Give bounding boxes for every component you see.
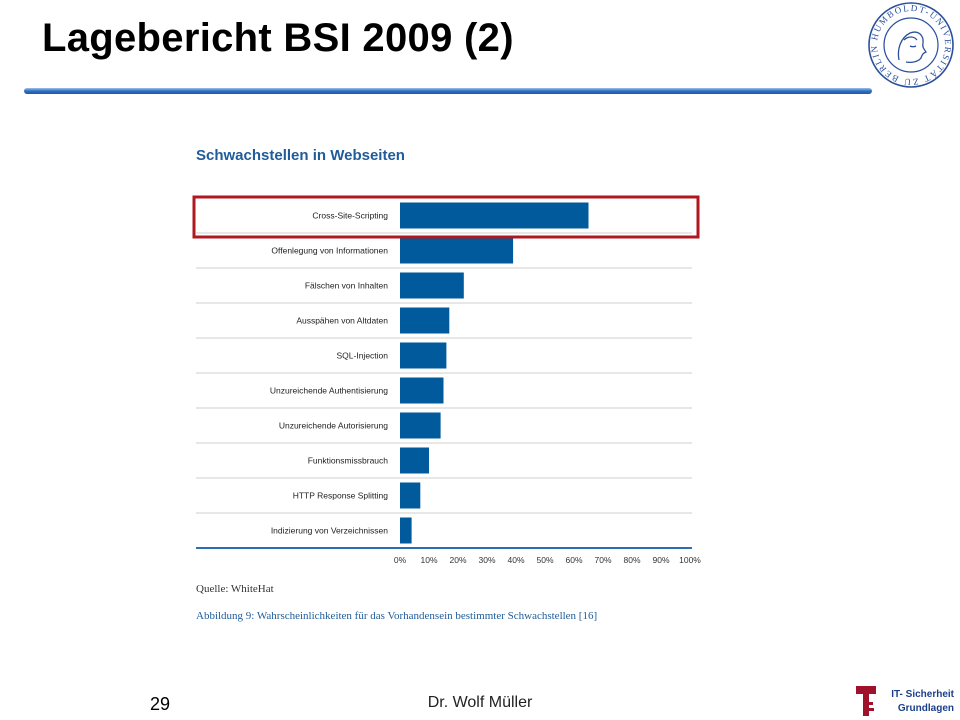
- chart-caption: Abbildung 9: Wahrscheinlichkeiten für da…: [196, 610, 597, 622]
- slide-title: Lagebericht BSI 2009 (2): [42, 16, 514, 60]
- course-title-line2: Grundlagen: [897, 703, 954, 714]
- x-tick-label: 70%: [594, 555, 611, 565]
- category-label: Ausspähen von Altdaten: [296, 316, 388, 326]
- bar: [400, 237, 514, 264]
- x-tick-label: 60%: [565, 555, 582, 565]
- chart-source: Quelle: WhiteHat: [196, 583, 274, 595]
- course-logo: IT- Sicherheit Grundlagen: [852, 686, 958, 718]
- course-title-line1: IT- Sicherheit: [891, 689, 954, 700]
- category-label: Unzureichende Authentisierung: [270, 386, 388, 396]
- bar: [400, 272, 464, 299]
- category-label: Cross-Site-Scripting: [312, 211, 388, 221]
- bar: [400, 377, 444, 404]
- bar: [400, 307, 450, 334]
- category-label: Offenlegung von Informationen: [271, 246, 388, 256]
- title-rule: [24, 88, 872, 94]
- chart-title: Schwachstellen in Webseiten: [196, 147, 405, 164]
- portrait-icon: [897, 31, 928, 64]
- x-axis-ticks: 0% 10% 20% 30% 40% 50% 60% 70% 80% 90% 100%: [394, 555, 701, 565]
- bar: [400, 517, 412, 544]
- bar: [400, 202, 589, 229]
- author-name: Dr. Wolf Müller: [427, 694, 533, 711]
- bar: [400, 482, 421, 509]
- category-label: Funktionsmissbrauch: [308, 456, 389, 466]
- bar: [400, 412, 441, 439]
- x-tick-label: 20%: [449, 555, 466, 565]
- x-tick-label: 80%: [623, 555, 640, 565]
- x-tick-label: 90%: [652, 555, 669, 565]
- x-tick-label: 40%: [507, 555, 524, 565]
- category-label: Fälschen von Inhalten: [305, 281, 388, 291]
- category-label: Indizierung von Verzeichnissen: [271, 526, 388, 536]
- x-tick-label: 100%: [679, 555, 701, 565]
- x-tick-label: 30%: [478, 555, 495, 565]
- chart: Schwachstellen in Webseiten Cross-Site-S…: [192, 147, 701, 622]
- x-tick-label: 10%: [420, 555, 437, 565]
- chart-rows: Cross-Site-Scripting Offenlegung von Info…: [196, 202, 692, 544]
- page-number: 29: [149, 694, 171, 714]
- t-key-icon: [856, 686, 876, 716]
- highlight-box: [192, 195, 700, 239]
- category-label: HTTP Response Splitting: [293, 491, 389, 501]
- category-label: Unzureichende Autorisierung: [279, 421, 388, 431]
- university-seal-icon: HUMBOLDT-UNIVERSITÄT ZU BERLIN: [868, 2, 954, 88]
- x-tick-label: 50%: [536, 555, 553, 565]
- bar: [400, 447, 429, 474]
- bar: [400, 342, 447, 369]
- category-label: SQL-Injection: [337, 351, 389, 361]
- x-tick-label: 0%: [394, 555, 407, 565]
